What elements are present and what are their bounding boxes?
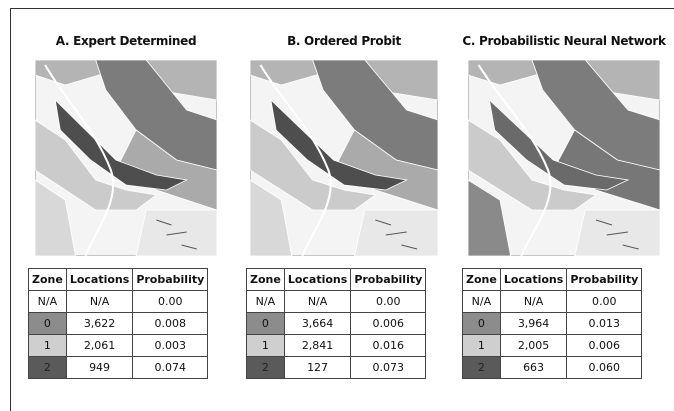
column-header: Probability [351,269,426,291]
table-cell: 949 [66,357,132,379]
map [250,60,438,256]
map [35,60,217,256]
table-cell: N/A [66,291,132,313]
panel-title: C. Probabilistic Neural Network [448,34,674,48]
table-cell: 0.008 [133,313,208,335]
table-cell: 0 [29,313,67,335]
column-header: Zone [463,269,501,291]
table-cell: 1 [29,335,67,357]
table-cell: 0.016 [351,335,426,357]
page: (() => { const data = JSON.parse(documen… [0,0,674,411]
table-cell: 127 [284,357,350,379]
table-cell: 0.060 [567,357,642,379]
table-cell: N/A [284,291,350,313]
table-cell: 2 [463,357,501,379]
table-cell: 0.074 [133,357,208,379]
table-cell: 2,841 [284,335,350,357]
table-cell: 0.00 [133,291,208,313]
table-cell: 0.006 [567,335,642,357]
table-cell: N/A [500,291,566,313]
table-cell: 663 [500,357,566,379]
table-cell: 0.00 [567,291,642,313]
column-header: Locations [66,269,132,291]
table-cell: 3,622 [66,313,132,335]
table-cell: 2 [29,357,67,379]
table-cell: N/A [29,291,67,313]
table-cell: 3,964 [500,313,566,335]
table-cell: N/A [247,291,285,313]
table-cell: 2 [247,357,285,379]
table-cell: 0.00 [351,291,426,313]
panel-title: B. Ordered Probit [230,34,458,48]
table-cell: 3,664 [284,313,350,335]
table-cell: 0.073 [351,357,426,379]
column-header: Probability [133,269,208,291]
table-cell: 0 [463,313,501,335]
table-cell: 1 [247,335,285,357]
column-header: Probability [567,269,642,291]
table-cell: 2,005 [500,335,566,357]
column-header: Zone [29,269,67,291]
table-cell: 0.006 [351,313,426,335]
table-cell: 1 [463,335,501,357]
table-cell: 2,061 [66,335,132,357]
table-cell: 0.013 [567,313,642,335]
column-header: Locations [500,269,566,291]
table-cell: N/A [463,291,501,313]
table-cell: 0 [247,313,285,335]
map [468,60,660,256]
column-header: Zone [247,269,285,291]
panel-title: A. Expert Determined [15,34,237,48]
column-header: Locations [284,269,350,291]
table-cell: 0.003 [133,335,208,357]
